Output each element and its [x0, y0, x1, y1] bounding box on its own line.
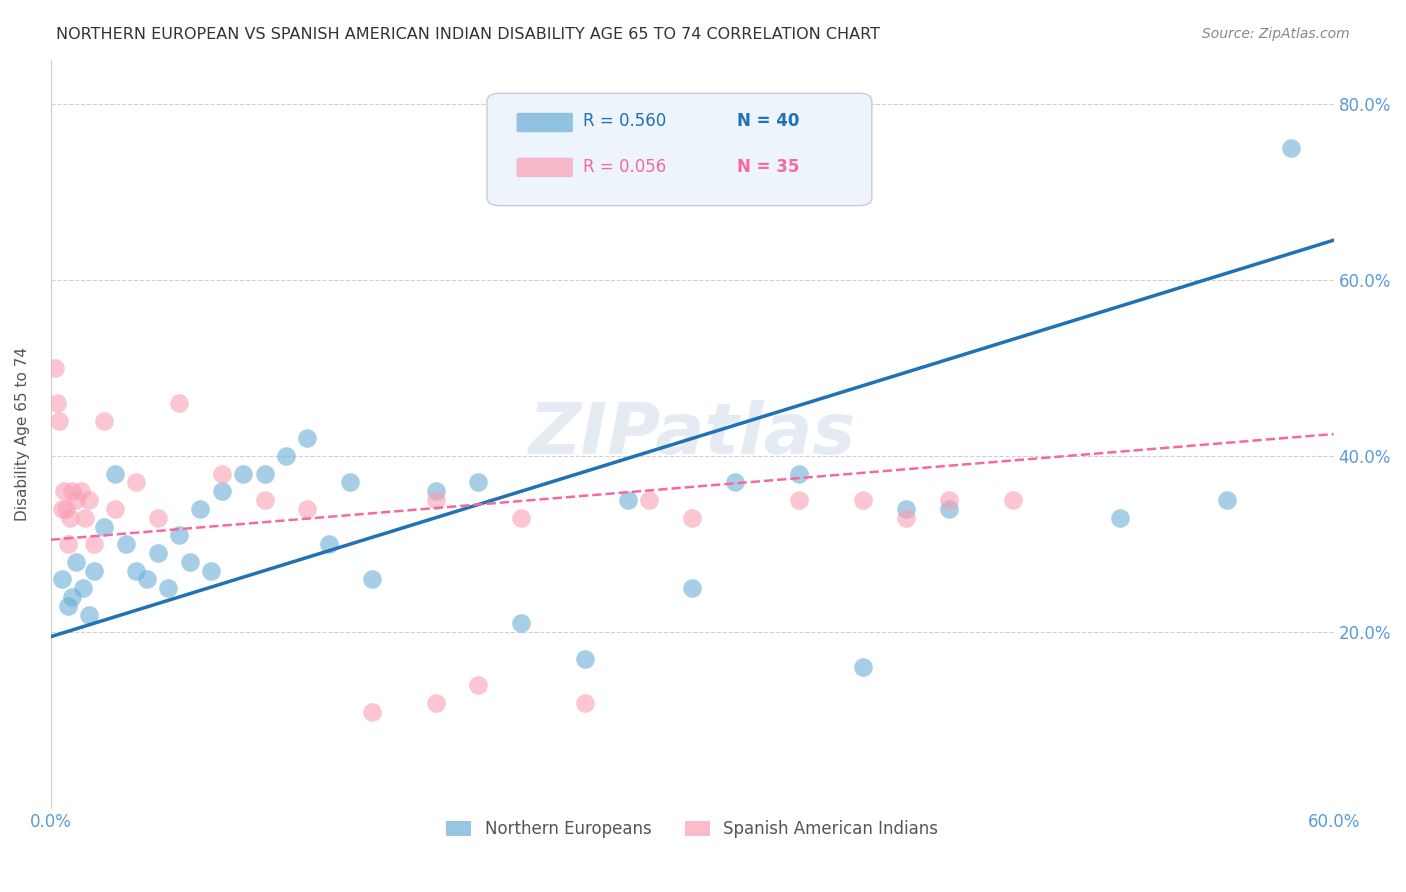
Point [510, 616, 533, 631]
Legend: Northern Europeans, Spanish American Indians: Northern Europeans, Spanish American Ind… [440, 814, 945, 845]
Point [339, 475, 361, 490]
Text: N = 40: N = 40 [737, 112, 800, 130]
Point [938, 493, 960, 508]
Point [56, 537, 79, 551]
FancyBboxPatch shape [516, 158, 572, 178]
Point [510, 510, 533, 524]
Point [360, 573, 382, 587]
Point [200, 564, 222, 578]
Point [211, 467, 233, 481]
Point [60, 590, 83, 604]
Point [253, 467, 276, 481]
FancyBboxPatch shape [486, 94, 872, 206]
Point [1216, 493, 1239, 508]
Point [146, 510, 169, 524]
Point [787, 493, 810, 508]
Point [44, 360, 66, 375]
Point [167, 528, 190, 542]
Point [51, 573, 73, 587]
Point [93, 414, 115, 428]
Point [574, 651, 596, 665]
Point [1001, 493, 1024, 508]
Point [104, 467, 127, 481]
Text: NORTHERN EUROPEAN VS SPANISH AMERICAN INDIAN DISABILITY AGE 65 TO 74 CORRELATION: NORTHERN EUROPEAN VS SPANISH AMERICAN IN… [56, 27, 880, 42]
Point [65, 555, 87, 569]
Point [787, 467, 810, 481]
Point [79, 607, 101, 622]
Text: Source: ZipAtlas.com: Source: ZipAtlas.com [1202, 27, 1350, 41]
Point [52, 484, 75, 499]
Point [894, 502, 917, 516]
Point [1108, 510, 1130, 524]
Text: N = 35: N = 35 [737, 158, 800, 176]
Point [65, 493, 87, 508]
Point [46, 396, 69, 410]
Point [56, 599, 79, 613]
Point [1279, 141, 1302, 155]
Point [146, 546, 169, 560]
Point [938, 502, 960, 516]
Point [48, 414, 70, 428]
Point [125, 475, 148, 490]
Point [72, 581, 94, 595]
Point [681, 510, 703, 524]
Point [467, 678, 489, 692]
FancyBboxPatch shape [516, 112, 572, 132]
Text: R = 0.560: R = 0.560 [583, 112, 666, 130]
Point [55, 502, 77, 516]
Point [157, 581, 180, 595]
Point [60, 484, 83, 499]
Point [681, 581, 703, 595]
Point [136, 573, 159, 587]
Point [59, 510, 82, 524]
Point [318, 537, 340, 551]
Point [73, 510, 96, 524]
Point [125, 564, 148, 578]
Point [467, 475, 489, 490]
Point [114, 537, 136, 551]
Point [79, 493, 101, 508]
Text: ZIPatlas: ZIPatlas [529, 400, 856, 468]
Point [274, 449, 297, 463]
Point [83, 564, 105, 578]
Point [617, 493, 640, 508]
Point [104, 502, 127, 516]
Point [83, 537, 105, 551]
Point [253, 493, 276, 508]
Point [167, 396, 190, 410]
Point [211, 484, 233, 499]
Point [425, 493, 447, 508]
Y-axis label: Disability Age 65 to 74: Disability Age 65 to 74 [15, 347, 30, 521]
Point [69, 484, 91, 499]
Point [360, 705, 382, 719]
Point [51, 502, 73, 516]
Point [297, 502, 319, 516]
Point [93, 519, 115, 533]
Point [232, 467, 254, 481]
Text: R = 0.056: R = 0.056 [583, 158, 666, 176]
Point [852, 493, 875, 508]
Point [179, 555, 201, 569]
Point [724, 475, 747, 490]
Point [574, 696, 596, 710]
Point [190, 502, 212, 516]
Point [297, 432, 319, 446]
Point [852, 660, 875, 674]
Point [425, 696, 447, 710]
Point [894, 510, 917, 524]
Point [638, 493, 661, 508]
Point [425, 484, 447, 499]
